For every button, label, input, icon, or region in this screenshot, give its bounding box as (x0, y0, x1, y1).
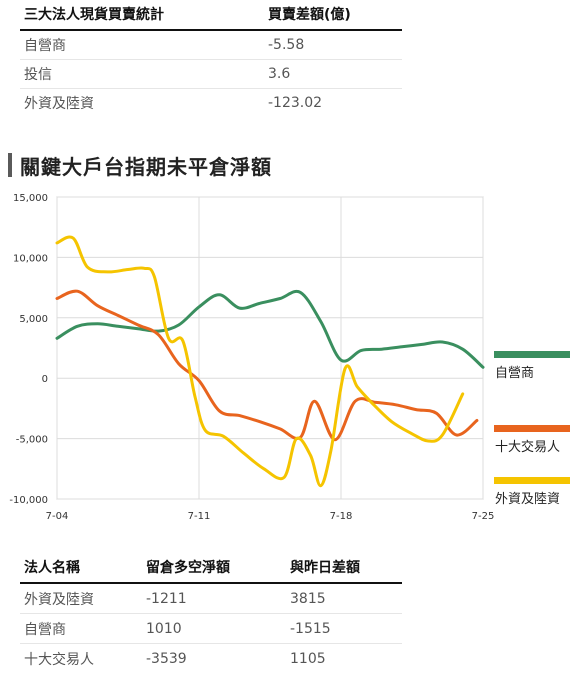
spot-trading-table: 三大法人現貨買賣統計 買賣差額(億) 自營商 -5.58 投信 3.6 外資及陸… (20, 3, 402, 117)
futures-row-name: 十大交易人 (20, 644, 142, 673)
futures-open-interest-chart: 15,000 10,000 5,000 0 -5,000 -10,000 7-04 7-11… (0, 185, 575, 530)
x-axis-labels: 7-04 7-11 7-18 7-25 (46, 511, 495, 522)
plot-frame (57, 197, 483, 499)
spot-row-name: 投信 (20, 60, 264, 89)
x-tick-label: 7-18 (330, 511, 353, 522)
table-row: 投信 3.6 (20, 60, 402, 89)
spot-row-name: 自營商 (20, 30, 264, 60)
y-tick-label: 15,000 (13, 193, 48, 204)
futures-table-header-diff: 與昨日差額 (286, 556, 402, 583)
legend-top-ten-traders-label: 十大交易人 (495, 439, 560, 455)
table-row: 十大交易人 -3539 1105 (20, 644, 402, 673)
futures-row-name: 外資及陸資 (20, 583, 142, 614)
y-axis-labels: 15,000 10,000 5,000 0 -5,000 -10,000 (9, 193, 48, 506)
table-row: 自營商 -5.58 (20, 30, 402, 60)
futures-row-diff: 1105 (286, 644, 402, 673)
section-title-text: 關鍵大戶台指期未平倉淨額 (20, 151, 272, 180)
table-row: 自營商 1010 -1515 (20, 614, 402, 644)
futures-row-diff: -1515 (286, 614, 402, 644)
futures-net-table: 法人名稱 留倉多空淨額 與昨日差額 外資及陸資 -1211 3815 自營商 1… (20, 556, 402, 673)
series-line-dealers (57, 291, 483, 367)
y-tick-label: 5,000 (19, 314, 48, 325)
title-accent-bar (8, 153, 12, 177)
legend-foreign-investors-swatch (494, 477, 570, 484)
futures-table-header-name: 法人名稱 (20, 556, 142, 583)
futures-row-net: 1010 (142, 614, 286, 644)
spot-row-value: 3.6 (264, 60, 402, 89)
futures-row-net: -1211 (142, 583, 286, 614)
spot-row-name: 外資及陸資 (20, 89, 264, 118)
y-tick-label: -5,000 (16, 435, 48, 446)
legend-dealers-swatch (494, 351, 570, 358)
y-tick-label: -10,000 (9, 495, 48, 506)
spot-row-value: -5.58 (264, 30, 402, 60)
spot-row-value: -123.02 (264, 89, 402, 118)
x-tick-label: 7-25 (472, 511, 495, 522)
chart-series (57, 237, 483, 486)
futures-row-name: 自營商 (20, 614, 142, 644)
futures-table-header-net: 留倉多空淨額 (142, 556, 286, 583)
futures-row-diff: 3815 (286, 583, 402, 614)
series-line-top-ten-traders (57, 291, 477, 440)
legend-foreign-investors-label: 外資及陸資 (495, 491, 560, 507)
table-row: 外資及陸資 -1211 3815 (20, 583, 402, 614)
spot-table-header-value: 買賣差額(億) (264, 3, 402, 30)
series-line-foreign-investors (57, 237, 463, 486)
y-tick-label: 0 (42, 374, 48, 385)
table-header-row: 三大法人現貨買賣統計 買賣差額(億) (20, 3, 402, 30)
y-tick-label: 10,000 (13, 253, 48, 264)
table-header-row: 法人名稱 留倉多空淨額 與昨日差額 (20, 556, 402, 583)
x-tick-label: 7-04 (46, 511, 69, 522)
legend-top-ten-traders-swatch (494, 425, 570, 432)
futures-row-net: -3539 (142, 644, 286, 673)
chart-grid (57, 197, 483, 499)
section-title: 關鍵大戶台指期未平倉淨額 (8, 152, 272, 178)
legend-dealers-label: 自營商 (495, 366, 534, 381)
table-row: 外資及陸資 -123.02 (20, 89, 402, 118)
spot-table-header-name: 三大法人現貨買賣統計 (20, 3, 264, 30)
x-tick-label: 7-11 (188, 511, 211, 522)
